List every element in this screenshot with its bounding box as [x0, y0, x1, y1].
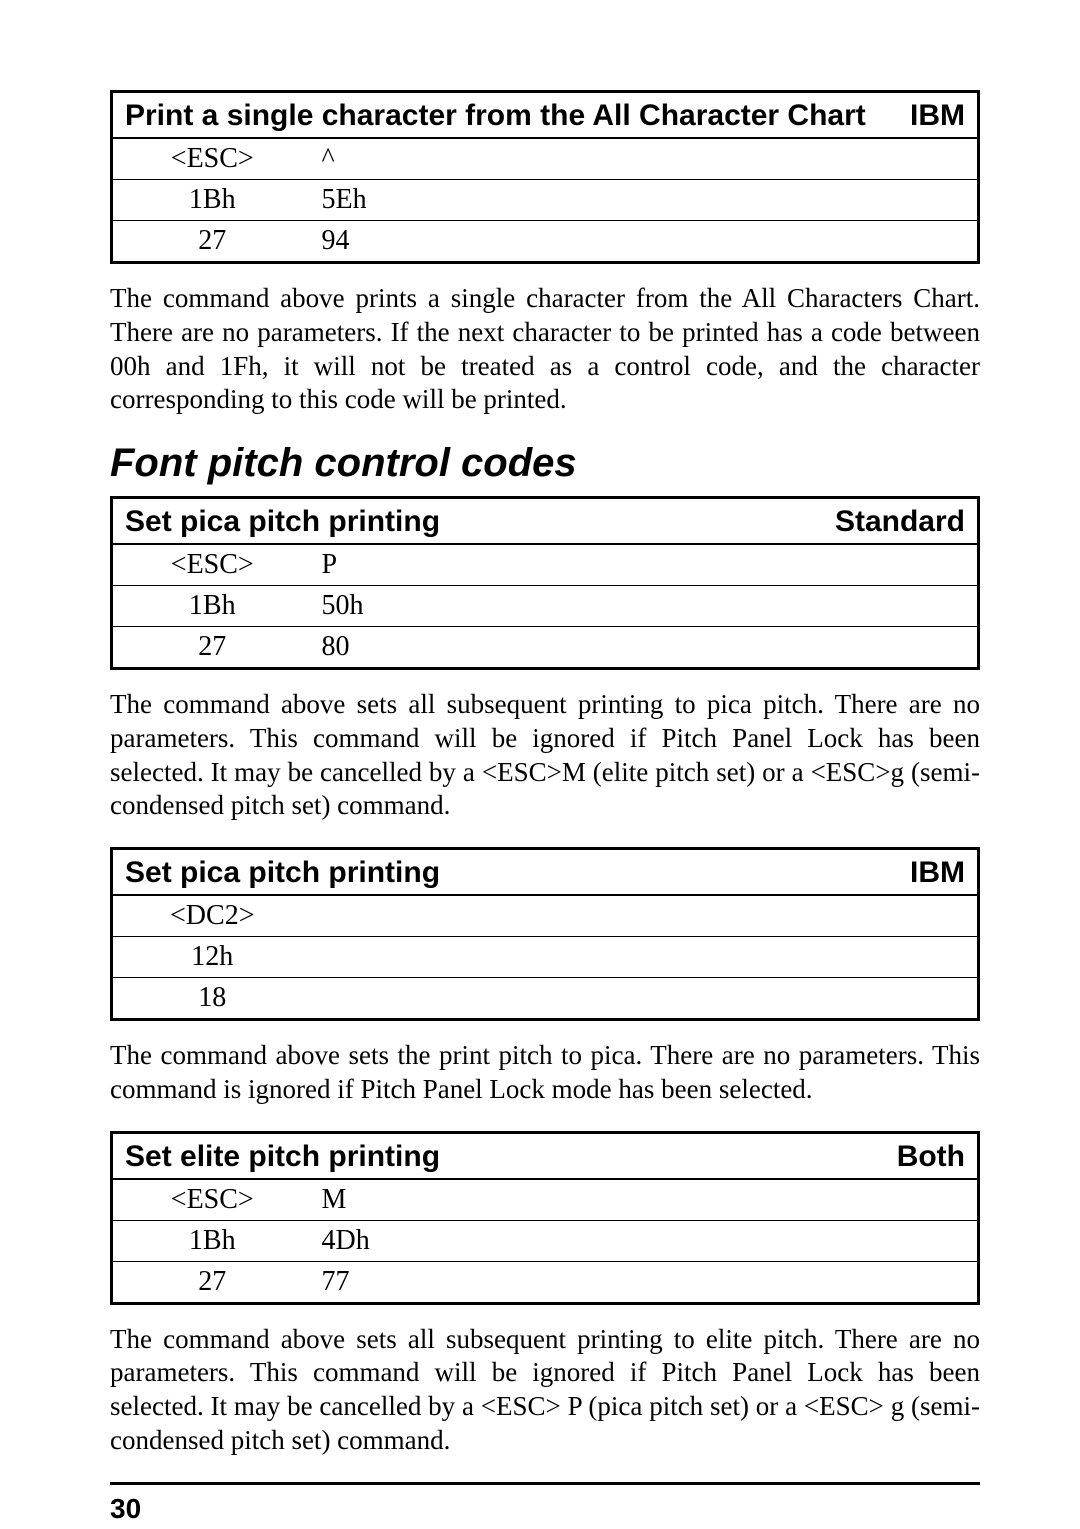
command-table-2: Set pica pitch printing Standard <ESC> P… [110, 496, 980, 670]
table-cell: 77 [312, 1261, 979, 1303]
table-mode: IBM [910, 99, 965, 133]
table-cell: 27 [112, 1261, 312, 1303]
page-footer: 30 [110, 1482, 980, 1525]
table-title-cell: Set pica pitch printing Standard [112, 498, 979, 545]
table-cell: ^ [312, 138, 979, 180]
table-mode: Both [897, 1140, 965, 1174]
table-title-cell: Set pica pitch printing IBM [112, 849, 979, 896]
description-paragraph: The command above sets all subsequent pr… [110, 1323, 980, 1458]
table-title-cell: Set elite pitch printing Both [112, 1132, 979, 1179]
table-cell: 1Bh [112, 586, 312, 627]
table-cell: 18 [112, 978, 312, 1020]
table-title: Print a single character from the All Ch… [125, 99, 866, 132]
table-title: Set elite pitch printing [125, 1140, 440, 1173]
table-cell: <DC2> [112, 895, 312, 937]
table-cell: 80 [312, 627, 979, 669]
table-cell: <ESC> [112, 544, 312, 586]
command-table-3: Set pica pitch printing IBM <DC2> 12h 18 [110, 847, 980, 1021]
description-paragraph: The command above sets all subsequent pr… [110, 688, 980, 823]
table-title-cell: Print a single character from the All Ch… [112, 92, 979, 139]
table-cell [312, 937, 979, 978]
table-mode: Standard [835, 505, 965, 539]
table-cell: 5Eh [312, 180, 979, 221]
page-number: 30 [110, 1493, 141, 1524]
table-title: Set pica pitch printing [125, 505, 440, 538]
table-mode: IBM [910, 856, 965, 890]
table-cell: <ESC> [112, 138, 312, 180]
table-title: Set pica pitch printing [125, 856, 440, 889]
table-cell: 27 [112, 221, 312, 263]
table-cell: 1Bh [112, 1220, 312, 1261]
section-heading: Font pitch control codes [110, 441, 980, 486]
table-cell: 27 [112, 627, 312, 669]
command-table-4: Set elite pitch printing Both <ESC> M 1B… [110, 1131, 980, 1305]
table-cell: 94 [312, 221, 979, 263]
description-paragraph: The command above sets the print pitch t… [110, 1039, 980, 1107]
table-cell: P [312, 544, 979, 586]
table-cell: 1Bh [112, 180, 312, 221]
table-cell: 4Dh [312, 1220, 979, 1261]
table-cell: <ESC> [112, 1179, 312, 1221]
table-cell: 12h [112, 937, 312, 978]
table-cell [312, 895, 979, 937]
command-table-1: Print a single character from the All Ch… [110, 90, 980, 264]
table-cell: 50h [312, 586, 979, 627]
table-cell: M [312, 1179, 979, 1221]
description-paragraph: The command above prints a single charac… [110, 282, 980, 417]
table-cell [312, 978, 979, 1020]
